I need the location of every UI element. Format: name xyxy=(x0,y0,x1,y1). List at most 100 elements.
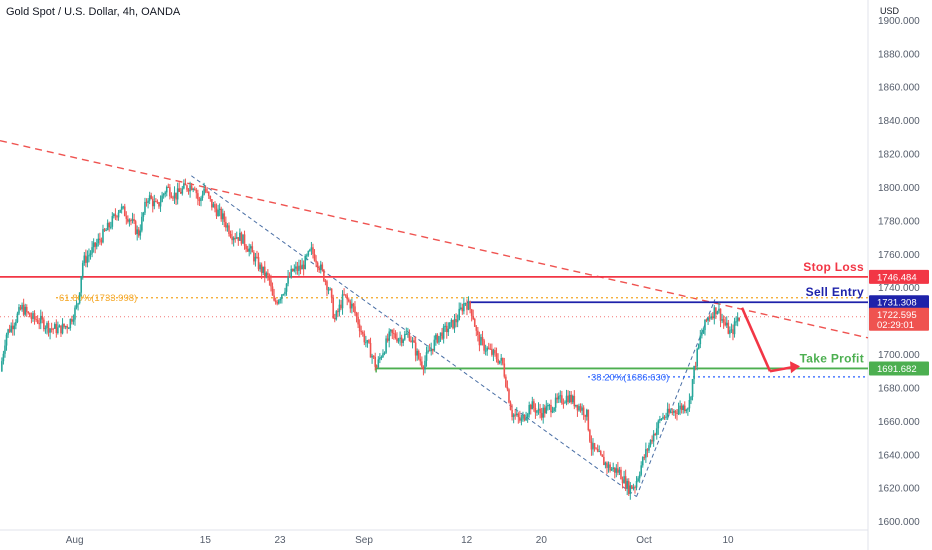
candle-body xyxy=(593,443,596,449)
candle-body xyxy=(701,333,703,336)
candle-body xyxy=(607,464,610,468)
candle-body xyxy=(55,324,58,334)
resistance-trendline xyxy=(0,139,869,339)
candle-body xyxy=(232,237,235,241)
candle-body xyxy=(403,334,406,340)
current-price-tag: 1722.595 xyxy=(877,310,917,321)
candle-body xyxy=(492,350,495,355)
candle-body xyxy=(214,204,216,209)
candle-body xyxy=(267,272,269,276)
candle-body xyxy=(217,209,219,217)
candle-body xyxy=(522,414,524,419)
candle-body xyxy=(343,294,345,296)
candle-body xyxy=(497,359,499,364)
candle-body xyxy=(357,316,359,325)
candle-body xyxy=(16,313,19,322)
candle-body xyxy=(72,319,75,322)
candle-body xyxy=(141,216,143,231)
candle-body xyxy=(176,188,179,200)
candle-body xyxy=(623,476,625,484)
y-tick-label: 1900.000 xyxy=(878,16,920,27)
candle-body xyxy=(725,322,728,326)
candle-body xyxy=(234,237,236,239)
candle-body xyxy=(553,407,555,411)
candle-body xyxy=(735,321,737,323)
candle-body xyxy=(89,253,92,255)
candle-body xyxy=(578,406,580,411)
level-annotation: Take Profit xyxy=(800,351,864,365)
candle-body xyxy=(449,322,451,329)
candle-body xyxy=(315,260,317,263)
candle-body xyxy=(63,323,65,327)
candle-body xyxy=(164,192,166,194)
candle-body xyxy=(259,264,261,270)
candle-body xyxy=(186,185,188,190)
y-tick-label: 1820.000 xyxy=(878,150,920,161)
candle-body xyxy=(699,335,702,345)
candle-body xyxy=(106,222,109,231)
candle-body xyxy=(539,408,541,414)
candle-body xyxy=(285,283,288,292)
down-arrow-shaft xyxy=(740,307,772,372)
candle-body xyxy=(1,361,3,372)
candle-body xyxy=(276,302,278,304)
candle-body xyxy=(246,249,249,252)
candle-body xyxy=(332,297,334,319)
candle-body xyxy=(491,348,493,355)
candle-body xyxy=(542,407,544,418)
candle-body xyxy=(175,192,177,200)
candle-body xyxy=(310,247,313,250)
candle-body xyxy=(690,396,692,400)
candle-body xyxy=(296,266,299,271)
candle-body xyxy=(256,256,258,258)
candle-body xyxy=(665,416,667,418)
candle-body xyxy=(299,265,302,270)
candle-body xyxy=(265,272,268,277)
candle-body xyxy=(77,303,79,305)
candle-body xyxy=(369,342,372,358)
candle-body xyxy=(595,448,597,450)
candle-body xyxy=(478,335,481,346)
candle-body xyxy=(155,201,157,203)
candle-body xyxy=(220,208,222,220)
candle-body xyxy=(503,363,506,377)
candle-body xyxy=(293,268,296,272)
candle-body xyxy=(27,311,30,313)
candle-body xyxy=(165,186,168,193)
candle-body xyxy=(601,454,604,457)
candle-body xyxy=(543,407,546,414)
candle-body xyxy=(397,339,400,342)
candle-body xyxy=(206,191,208,193)
candle-body xyxy=(626,480,628,489)
candle-body xyxy=(505,376,507,387)
candle-body xyxy=(156,201,159,203)
candle-body xyxy=(374,356,376,367)
level-annotation: Sell Entry xyxy=(806,285,864,299)
candle-body xyxy=(592,443,594,450)
candle-body xyxy=(638,474,641,479)
candle-body xyxy=(629,485,632,494)
candle-body xyxy=(680,405,683,410)
candle-body xyxy=(212,204,215,208)
down-arrow-tail xyxy=(769,365,793,373)
candle-body xyxy=(545,406,548,414)
candle-body xyxy=(621,479,624,484)
candle-body xyxy=(458,308,460,320)
candle-body xyxy=(36,320,39,324)
candle-body xyxy=(228,225,230,235)
candle-body xyxy=(534,407,537,413)
candle-body xyxy=(298,265,300,271)
bar-countdown: 02:29:01 xyxy=(877,320,914,331)
candle-body xyxy=(660,418,663,420)
y-tick-label: 1840.000 xyxy=(878,116,920,127)
candle-body xyxy=(456,319,459,323)
candle-body xyxy=(47,323,50,333)
candle-body xyxy=(498,360,501,364)
candle-body xyxy=(428,350,431,352)
candle-body xyxy=(575,404,577,407)
candle-body xyxy=(29,312,31,318)
candle-body xyxy=(466,303,468,310)
chart-title: Gold Spot / U.S. Dollar, 4h, OANDA xyxy=(6,6,181,18)
